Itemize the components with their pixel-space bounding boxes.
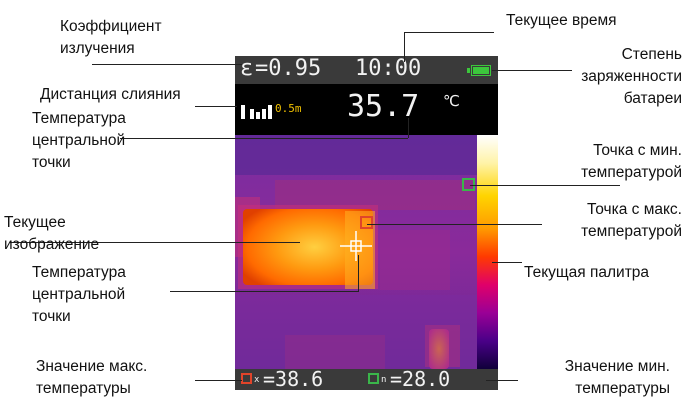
clock-time: 10:00 <box>355 56 422 81</box>
emissivity-value: =0.95 <box>255 56 322 81</box>
leader-palette <box>492 262 522 263</box>
label-max-value: Значение макс. температуры <box>36 358 148 397</box>
leader-fusion <box>195 106 237 107</box>
label-fusion-distance: Дистанция слияния <box>40 86 181 103</box>
battery-icon <box>467 65 491 76</box>
label-center-temp-top: Температура центральной точки <box>32 110 126 171</box>
label-current-palette: Текущая палитра <box>524 264 650 281</box>
label-max-point: Точка с макс. температурой <box>581 201 682 240</box>
min-temperature-icon <box>368 373 379 384</box>
leader-battery <box>492 70 572 71</box>
label-current-time: Текущее время <box>506 12 617 29</box>
label-min-value: Значение мин. температуры <box>564 358 670 397</box>
max-temperature-marker <box>360 216 373 229</box>
min-max-bar: x =38.6 n =28.0 <box>235 367 498 391</box>
distance-ratio-icon <box>241 99 273 119</box>
leader-center-bottom-v <box>358 255 359 292</box>
center-temperature-readout: 35.7 <box>347 89 420 124</box>
label-min-point: Точка с мин. температурой <box>581 142 682 181</box>
leader-emissivity <box>92 64 242 65</box>
label-battery: Степень заряженности батареи <box>581 46 682 107</box>
status-bar: ε =0.95 10:00 <box>235 56 498 84</box>
max-subscript: x <box>254 375 260 385</box>
label-center-temp-bottom: Температура центральной точки <box>32 264 126 325</box>
thermal-image <box>235 135 477 369</box>
distance-ratio-value: 0.5m <box>275 102 302 115</box>
leader-time-h <box>404 32 494 33</box>
max-temperature-icon <box>241 373 252 384</box>
leader-center-top-h <box>120 138 408 139</box>
leader-center-bottom-h <box>170 291 358 292</box>
color-palette-bar <box>477 135 498 369</box>
temperature-unit: ℃ <box>443 92 460 110</box>
leader-current-image <box>10 242 300 243</box>
center-crosshair <box>340 231 372 261</box>
label-current-image: Текущее изображение <box>4 214 100 253</box>
thermal-camera-screen: ε =0.95 10:00 0.5m 35.7 ℃ <box>235 56 498 391</box>
leader-time-v <box>404 32 405 62</box>
min-subscript: n <box>381 375 387 385</box>
label-emissivity: Коэффициент излучения <box>60 18 162 57</box>
leader-max-point <box>367 224 542 225</box>
leader-min-value <box>486 380 518 381</box>
emissivity-symbol: ε <box>240 56 254 81</box>
min-temperature-marker <box>462 178 475 191</box>
max-temperature-value: =38.6 <box>263 367 324 391</box>
leader-center-top-v <box>408 118 409 138</box>
leader-max-value <box>195 380 242 381</box>
min-temperature-value: =28.0 <box>390 367 451 391</box>
leader-min-point <box>470 185 620 186</box>
